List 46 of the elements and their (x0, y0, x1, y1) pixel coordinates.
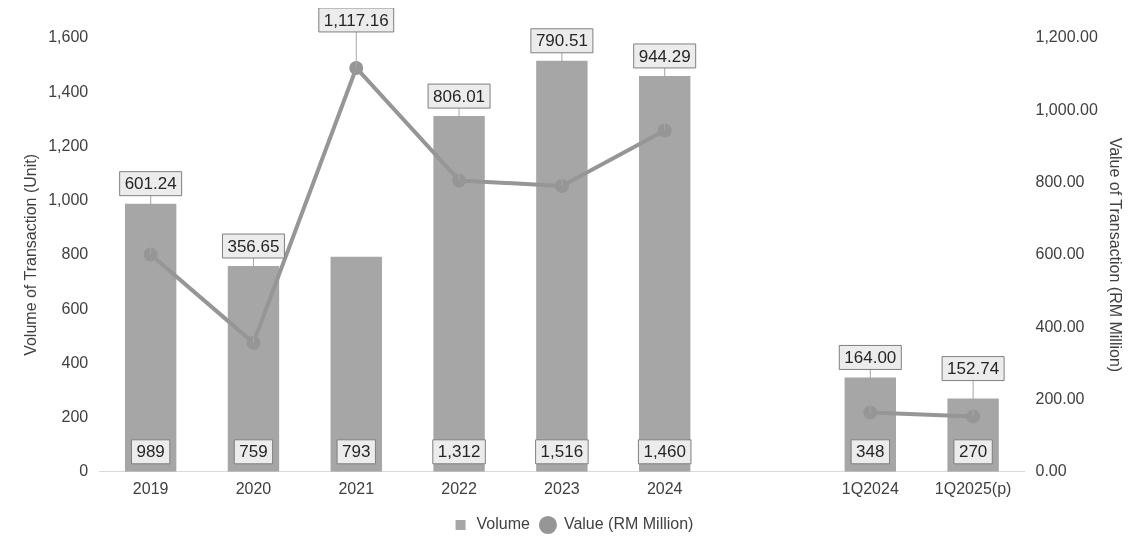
data-label: 1,460 (643, 442, 686, 462)
y-tick-label: 1,200 (48, 136, 89, 154)
data-label: 270 (958, 442, 988, 462)
data-label: 793 (342, 442, 371, 462)
y2-tick-label: 1,000.00 (1035, 100, 1098, 118)
data-label: 1,117.16 (323, 10, 389, 30)
y-tick-label: 200 (61, 407, 89, 425)
data-label: 1,516 (540, 442, 584, 462)
y-axis-title: Volume of Transaction (Unit) (22, 153, 40, 356)
data-label: 944.29 (638, 46, 691, 66)
data-label: 152.74 (947, 359, 1000, 379)
y-tick-label: 400 (61, 353, 89, 371)
y-tick-label: 600 (61, 299, 89, 317)
y-tick-label: 800 (61, 245, 89, 263)
x-tick-label: 1Q2025(p) (934, 479, 1012, 497)
data-label: 989 (136, 442, 165, 462)
y2-tick-label: 600.00 (1035, 245, 1085, 263)
bar (330, 256, 382, 472)
x-tick-label: 2019 (132, 479, 169, 497)
legend-label: Volume (476, 515, 531, 533)
x-tick-label: 2021 (338, 479, 375, 497)
data-label: 1,312 (437, 442, 481, 462)
data-label: 601.24 (124, 174, 177, 194)
data-label: 348 (856, 442, 885, 462)
y-tick-label: 1,400 (48, 82, 89, 100)
y-tick-label: 0 (79, 462, 89, 480)
data-label: 790.51 (535, 31, 588, 51)
x-tick-label: 2023 (544, 479, 580, 497)
y2-tick-label: 1,200.00 (1035, 28, 1098, 46)
point (349, 60, 364, 75)
y2-tick-label: 400.00 (1035, 317, 1085, 335)
x-tick-label: 2024 (646, 479, 683, 497)
y2-axis-title: Value of Transaction (RM Million) (1106, 137, 1124, 373)
y2-tick-label: 800.00 (1035, 173, 1085, 191)
x-tick-label: 2020 (235, 479, 272, 497)
y2-tick-label: 200.00 (1035, 389, 1085, 407)
x-tick-label: 1Q2024 (841, 479, 899, 497)
y2-tick-label: 0.00 (1035, 462, 1067, 480)
data-label: 806.01 (433, 86, 486, 106)
data-label: 759 (239, 442, 268, 462)
data-label: 356.65 (227, 236, 280, 256)
data-label: 164.00 (844, 348, 897, 368)
x-tick-label: 2022 (441, 479, 477, 497)
y-tick-label: 1,000 (48, 191, 89, 209)
y-tick-label: 1,600 (48, 28, 89, 46)
legend-label: Value (RM Million) (563, 515, 694, 533)
